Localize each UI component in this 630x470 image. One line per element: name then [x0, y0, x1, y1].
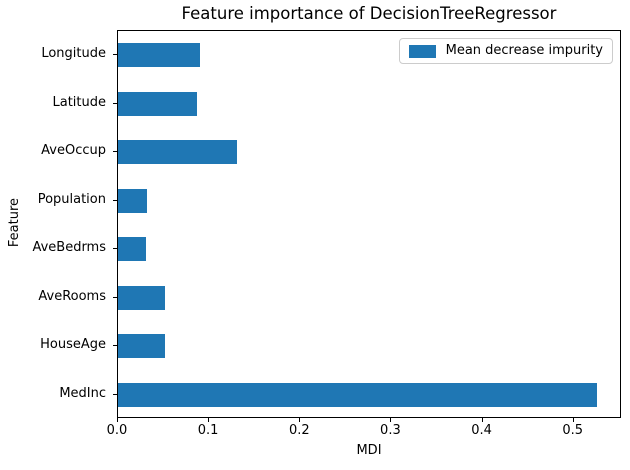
ytick-label-medinc: MedInc: [59, 385, 106, 401]
bar-averooms: [118, 285, 165, 310]
ytick-mark: [113, 345, 117, 347]
bar-avebedrms: [118, 237, 147, 262]
legend-label: Mean decrease impurity: [445, 43, 603, 58]
xtick-label-0.2: 0.2: [288, 423, 310, 438]
xtick-mark: [481, 418, 483, 422]
xtick-label-0.4: 0.4: [471, 423, 492, 438]
ytick-mark: [113, 199, 117, 201]
ytick-label-latitude: Latitude: [52, 94, 106, 110]
bar-aveoccup: [118, 140, 237, 165]
ytick-label-avebedrms: AveBedrms: [32, 240, 106, 256]
chart-title: Feature importance of DecisionTreeRegres…: [181, 4, 557, 23]
x-axis-label: MDI: [356, 443, 382, 458]
legend-swatch: [408, 44, 436, 58]
bar-houseage: [118, 334, 166, 359]
bar-latitude: [118, 91, 198, 116]
bars-container: [118, 31, 620, 417]
ytick-mark: [113, 102, 117, 104]
xtick-label-0.5: 0.5: [562, 423, 584, 438]
xtick-label-0.1: 0.1: [197, 423, 219, 438]
bar-longitude: [118, 43, 200, 68]
xtick-mark: [299, 418, 301, 422]
ytick-label-aveoccup: AveOccup: [41, 143, 106, 159]
xtick-mark: [390, 418, 392, 422]
ytick-label-averooms: AveRooms: [38, 288, 106, 304]
plot-area: Mean decrease impurity: [117, 30, 621, 418]
xtick-mark: [572, 418, 574, 422]
ytick-mark: [113, 296, 117, 298]
ytick-mark: [113, 393, 117, 395]
xtick-label-0.0: 0.0: [106, 423, 128, 438]
legend: Mean decrease impurity: [398, 38, 613, 64]
ytick-mark: [113, 151, 117, 153]
ytick-label-houseage: HouseAge: [40, 337, 106, 353]
ytick-mark: [113, 54, 117, 56]
ytick-label-longitude: Longitude: [41, 46, 106, 62]
ytick-mark: [113, 248, 117, 250]
bar-population: [118, 188, 148, 213]
xtick-label-0.3: 0.3: [380, 423, 401, 438]
xtick-mark: [117, 418, 118, 422]
xtick-mark: [208, 418, 210, 422]
ytick-label-population: Population: [37, 191, 106, 207]
bar-medinc: [118, 382, 598, 407]
